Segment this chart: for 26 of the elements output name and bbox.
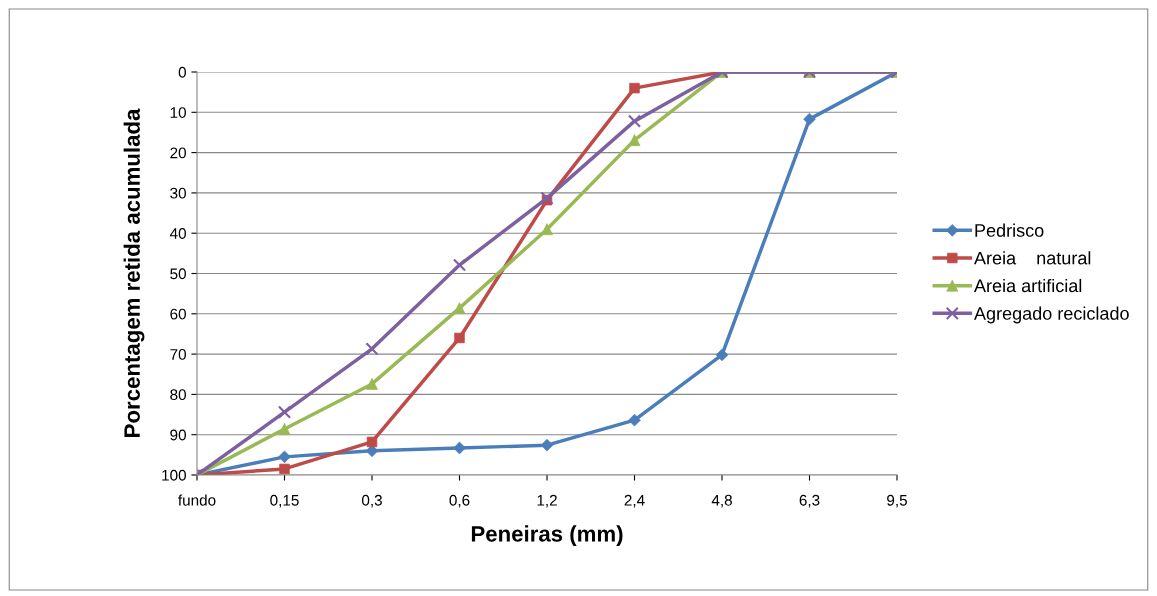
y-tick-label: 80 [170, 389, 186, 401]
legend-label: Areia natural [974, 251, 1091, 265]
y-tick-label: 30 [170, 187, 186, 199]
x-tick-label: 1,2 [537, 494, 557, 508]
y-tick-label: 20 [170, 147, 186, 159]
x-tick-label: 9,5 [887, 494, 907, 508]
x-tick-label: 6,3 [799, 494, 820, 508]
y-tick-label: 40 [169, 228, 186, 239]
x-tick-label: fundo [178, 494, 216, 506]
y-tick-label: 10 [170, 107, 186, 118]
x-tick-label: 0,6 [449, 494, 470, 508]
y-tick-label: 60 [170, 308, 186, 320]
x-tick-label: 2,4 [624, 494, 645, 508]
y-tick-label: 100 [162, 469, 186, 481]
legend-label: Areia artificial [974, 278, 1082, 293]
y-tick-label: 70 [170, 348, 186, 360]
y-tick-label: 90 [170, 429, 186, 441]
x-tick-label: 0,15 [270, 494, 299, 508]
y-axis-title: Porcentagem retida acumulada [123, 108, 145, 437]
x-tick-label: 0,3 [361, 494, 382, 508]
x-tick-label: 4,8 [711, 494, 732, 508]
legend-label: Agregado reciclado [974, 306, 1129, 324]
y-tick-label: 50 [170, 268, 186, 280]
x-axis-title: Peneiras (mm) [471, 525, 623, 547]
legend-label: Pedrisco [975, 223, 1044, 237]
y-tick-label: 0 [178, 66, 186, 78]
